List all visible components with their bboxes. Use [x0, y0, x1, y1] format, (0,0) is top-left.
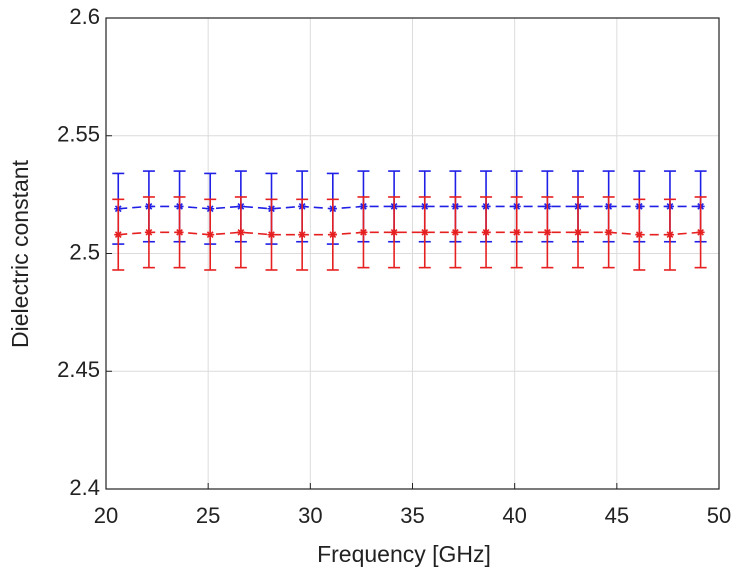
- y-tick-label: 2.45: [57, 357, 100, 382]
- marker: [267, 230, 276, 239]
- y-tick-label: 2.5: [69, 239, 100, 264]
- x-tick-label: 45: [605, 503, 629, 528]
- marker: [328, 230, 337, 239]
- marker: [114, 230, 123, 239]
- x-tick-label: 25: [196, 503, 220, 528]
- marker: [175, 228, 184, 237]
- x-tick-label: 50: [707, 503, 731, 528]
- marker: [420, 228, 429, 237]
- marker: [696, 228, 705, 237]
- marker: [482, 228, 491, 237]
- y-tick-label: 2.55: [57, 122, 100, 147]
- marker: [144, 228, 153, 237]
- plot-frame: [105, 17, 720, 490]
- x-tick-label: 35: [400, 503, 424, 528]
- marker: [574, 228, 583, 237]
- marker: [236, 228, 245, 237]
- marker: [543, 228, 552, 237]
- marker: [604, 228, 613, 237]
- marker: [635, 230, 644, 239]
- y-tick-label: 2.4: [69, 475, 100, 500]
- marker: [206, 230, 215, 239]
- x-axis-title: Frequency [GHz]: [317, 541, 491, 567]
- x-tick-label: 30: [298, 503, 322, 528]
- marker: [359, 228, 368, 237]
- marker: [451, 228, 460, 237]
- marker: [512, 228, 521, 237]
- marker: [390, 228, 399, 237]
- y-axis-title: Dielectric constant: [7, 159, 33, 348]
- y-tick-label: 2.6: [69, 4, 100, 29]
- x-tick-label: 40: [502, 503, 526, 528]
- marker: [665, 230, 674, 239]
- marker: [298, 230, 307, 239]
- x-tick-label: 20: [94, 503, 118, 528]
